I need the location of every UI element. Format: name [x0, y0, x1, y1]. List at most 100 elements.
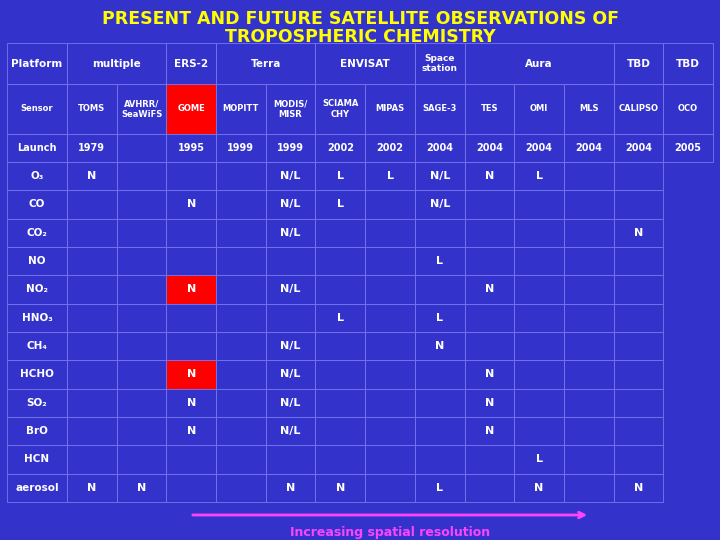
Bar [7, 247, 67, 275]
Bar [564, 134, 613, 162]
Bar [464, 474, 514, 502]
Text: O₃: O₃ [30, 171, 44, 181]
Text: N/L: N/L [430, 171, 450, 181]
Text: N/L: N/L [280, 398, 301, 408]
Bar [216, 275, 266, 303]
Bar [166, 247, 216, 275]
Bar [564, 360, 613, 389]
Bar [266, 275, 315, 303]
Bar [166, 43, 216, 84]
Bar [117, 84, 166, 134]
Bar [117, 303, 166, 332]
Text: N: N [485, 426, 494, 436]
Bar [613, 134, 663, 162]
Text: GOME: GOME [177, 104, 205, 113]
Bar [315, 162, 365, 190]
Bar [216, 417, 266, 445]
Bar [315, 190, 365, 219]
Bar [514, 219, 564, 247]
Bar [67, 360, 117, 389]
Bar [216, 360, 266, 389]
Text: 2002: 2002 [377, 143, 403, 153]
Bar [365, 303, 415, 332]
Bar [613, 84, 663, 134]
Bar [613, 389, 663, 417]
Bar [117, 332, 166, 360]
Bar [415, 43, 464, 84]
Bar [564, 190, 613, 219]
Bar [315, 219, 365, 247]
Text: N: N [336, 483, 345, 493]
Bar [415, 247, 464, 275]
Bar [67, 219, 117, 247]
Text: N/L: N/L [280, 285, 301, 294]
Bar [564, 219, 613, 247]
Text: Launch: Launch [17, 143, 57, 153]
Bar [415, 474, 464, 502]
Text: N: N [485, 369, 494, 380]
Bar [365, 162, 415, 190]
Bar [67, 247, 117, 275]
Text: NO: NO [28, 256, 46, 266]
Bar [7, 360, 67, 389]
Bar [464, 360, 514, 389]
Bar [613, 219, 663, 247]
Bar [266, 417, 315, 445]
Text: L: L [337, 171, 344, 181]
Bar [514, 275, 564, 303]
Bar [464, 303, 514, 332]
Bar [216, 389, 266, 417]
Bar [613, 247, 663, 275]
Bar [365, 360, 415, 389]
Bar [266, 84, 315, 134]
Bar [67, 389, 117, 417]
Text: SAGE-3: SAGE-3 [423, 104, 457, 113]
Bar [67, 417, 117, 445]
Bar [365, 219, 415, 247]
Bar [117, 247, 166, 275]
Text: MLS: MLS [579, 104, 598, 113]
Text: MIPAS: MIPAS [375, 104, 405, 113]
Text: N/L: N/L [280, 171, 301, 181]
Bar [315, 303, 365, 332]
Bar [564, 332, 613, 360]
Bar [315, 43, 415, 84]
Bar [266, 360, 315, 389]
Bar [315, 332, 365, 360]
Bar [365, 446, 415, 474]
Text: CALIPSO: CALIPSO [618, 104, 659, 113]
Bar [464, 134, 514, 162]
Bar [266, 134, 315, 162]
Text: N: N [186, 285, 196, 294]
Bar [514, 417, 564, 445]
Bar [365, 474, 415, 502]
Text: HCN: HCN [24, 455, 50, 464]
Bar [564, 275, 613, 303]
Bar [7, 446, 67, 474]
Text: 1999: 1999 [277, 143, 304, 153]
Bar [7, 275, 67, 303]
Bar [415, 332, 464, 360]
Bar [266, 389, 315, 417]
Bar [514, 389, 564, 417]
Bar [266, 303, 315, 332]
Text: CO₂: CO₂ [27, 228, 48, 238]
Bar [117, 389, 166, 417]
Bar [514, 247, 564, 275]
Bar [613, 474, 663, 502]
Text: N/L: N/L [280, 426, 301, 436]
Bar [365, 417, 415, 445]
Bar [166, 134, 216, 162]
Text: N: N [485, 171, 494, 181]
Bar [613, 417, 663, 445]
Bar [216, 190, 266, 219]
Bar [514, 360, 564, 389]
Text: OMI: OMI [530, 104, 548, 113]
Text: Space
station: Space station [422, 54, 458, 73]
Text: L: L [337, 199, 344, 210]
Text: N: N [186, 369, 196, 380]
Bar [166, 219, 216, 247]
Bar [315, 134, 365, 162]
Bar [415, 446, 464, 474]
Bar [67, 303, 117, 332]
